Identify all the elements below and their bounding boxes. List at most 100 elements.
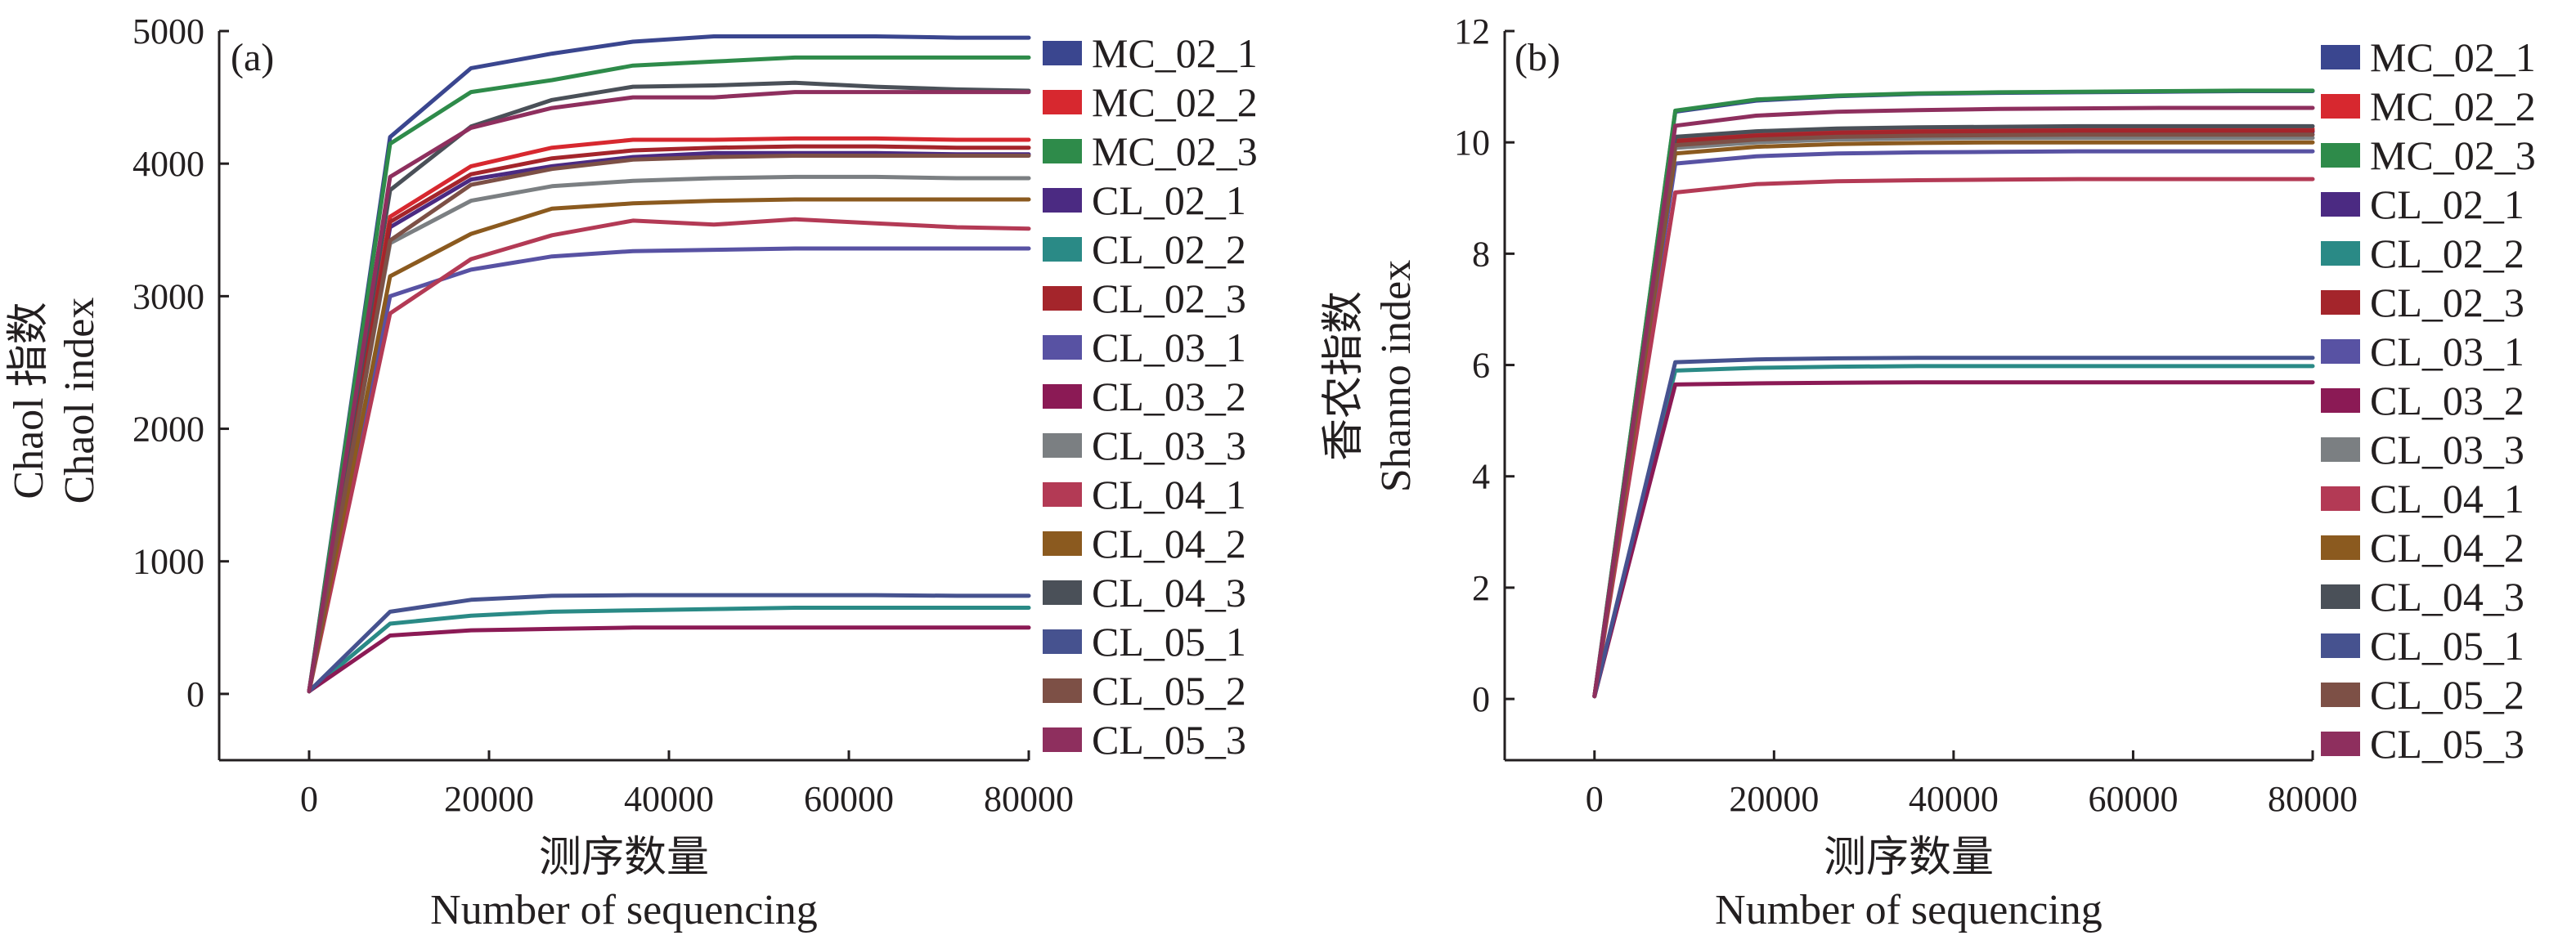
x-tick-label: 40000	[1909, 779, 1999, 819]
legend-swatch	[1043, 678, 1082, 703]
legend-label: CL_02_1	[1092, 177, 1246, 223]
series-line-mc-02-2	[307, 136, 1031, 694]
series-line-cl-04-2	[1592, 140, 2315, 699]
series-line-cl-03-1	[307, 246, 1031, 694]
legend-swatch	[2321, 143, 2360, 168]
series-line-cl-05-1	[307, 593, 1031, 694]
legend-label: CL_04_3	[1092, 570, 1246, 616]
legend-swatch	[1043, 41, 1082, 65]
legend-swatch	[1043, 335, 1082, 360]
legend-item: CL_02_3	[2321, 280, 2524, 325]
series-line-cl-05-3	[307, 90, 1031, 694]
legend-swatch	[2321, 732, 2360, 756]
y-tick-label: 1000	[132, 542, 204, 582]
series-line-cl-05-2	[307, 154, 1031, 694]
x-axis-title-cn-a: 测序数量	[539, 835, 709, 881]
x-tick-label: 40000	[624, 779, 714, 819]
panel-b-legend: MC_02_1MC_02_2MC_02_3CL_02_1CL_02_2CL_02…	[2321, 34, 2536, 767]
legend-label: MC_02_1	[1092, 30, 1258, 76]
panel-a-ticks: 0 1000 2000 3000 4000 5000 0 20000 40000 60000 800…	[132, 11, 1074, 819]
x-tick-label: 60000	[804, 779, 894, 819]
legend-item: CL_05_2	[2321, 672, 2524, 718]
series-line-cl-03-3	[307, 174, 1031, 694]
legend-item: MC_02_1	[2321, 34, 2536, 80]
series-line-cl-05-2	[1592, 132, 2315, 699]
legend-swatch	[2321, 486, 2360, 511]
legend-item: CL_02_1	[2321, 181, 2524, 227]
series-line-cl-03-2	[307, 625, 1031, 694]
y-tick-label: 4000	[132, 144, 204, 184]
legend-item: CL_05_2	[1043, 668, 1246, 714]
legend-swatch	[2321, 388, 2360, 413]
series-line-mc-02-3	[307, 55, 1031, 694]
legend-swatch	[2321, 192, 2360, 217]
legend-swatch	[1043, 727, 1082, 752]
y-tick-label: 0	[1472, 679, 1490, 719]
x-axis-title-en-b: Number of sequencing	[1715, 887, 2103, 933]
legend-label: CL_04_3	[2370, 574, 2524, 620]
legend-label: CL_04_2	[1092, 521, 1246, 566]
legend-swatch	[1043, 629, 1082, 654]
legend-label: CL_03_1	[1092, 325, 1246, 370]
legend-label: CL_05_1	[1092, 619, 1246, 665]
legend-item: CL_05_1	[1043, 619, 1246, 665]
legend-swatch	[2321, 535, 2360, 560]
legend-label: CL_04_1	[1092, 472, 1246, 517]
series-line-cl-05-1	[1592, 356, 2315, 699]
panel-label-a: (a)	[231, 36, 274, 79]
y-axis-title-en-b: Shanno index	[1373, 260, 1420, 493]
legend-item: CL_04_1	[1043, 472, 1246, 517]
legend-item: CL_04_2	[2321, 525, 2524, 571]
legend-item: MC_02_3	[1043, 128, 1258, 174]
y-axis-title-en-a: Chaol index	[56, 298, 103, 504]
legend-label: CL_02_3	[1092, 275, 1246, 321]
legend-label: MC_02_2	[2370, 83, 2536, 129]
legend-label: CL_04_2	[2370, 525, 2524, 571]
chart-panel-b: (b) 0 2 4 6 8 10 12 0 20000 40000 60000 80000 MC_02…	[1321, 11, 2536, 933]
legend-label: MC_02_2	[1092, 79, 1258, 125]
x-axis-title-en-a: Number of sequencing	[430, 887, 818, 933]
x-tick-label: 80000	[984, 779, 1074, 819]
legend-label: CL_02_2	[2370, 231, 2524, 276]
x-tick-label: 20000	[444, 779, 534, 819]
x-tick-label: 80000	[2268, 779, 2358, 819]
legend-label: CL_02_3	[2370, 280, 2524, 325]
legend-item: CL_02_1	[1043, 177, 1246, 223]
y-tick-label: 3000	[132, 276, 204, 316]
legend-label: CL_03_2	[1092, 374, 1246, 419]
legend-item: CL_02_2	[1043, 226, 1246, 272]
series-line-cl-04-3	[1592, 123, 2315, 699]
y-tick-label: 2	[1472, 568, 1490, 608]
legend-label: CL_03_3	[1092, 423, 1246, 468]
legend-item: CL_02_3	[1043, 275, 1246, 321]
series-line-cl-04-3	[307, 80, 1031, 694]
x-tick-label: 20000	[1729, 779, 1819, 819]
x-axis-title-cn-b: 测序数量	[1824, 835, 1994, 881]
legend-item: CL_05_3	[2321, 721, 2524, 767]
legend-swatch	[2321, 241, 2360, 266]
legend-label: CL_02_2	[1092, 226, 1246, 272]
legend-label: CL_05_2	[1092, 668, 1246, 714]
series-line-cl-04-1	[1592, 177, 2315, 699]
legend-swatch	[1043, 384, 1082, 409]
panel-a-series	[307, 34, 1031, 694]
legend-label: CL_04_1	[2370, 476, 2524, 522]
panel-b-ticks: 0 2 4 6 8 10 12 0 20000 40000 60000 80000	[1454, 11, 2358, 819]
series-line-cl-02-1	[1592, 129, 2315, 699]
panel-label-b: (b)	[1515, 36, 1560, 79]
legend-label: MC_02_3	[1092, 128, 1258, 174]
y-tick-label: 8	[1472, 234, 1490, 274]
y-tick-label: 12	[1454, 11, 1490, 51]
series-line-cl-04-1	[307, 217, 1031, 694]
series-line-cl-02-2	[307, 606, 1031, 694]
x-tick-label: 0	[300, 779, 318, 819]
series-line-cl-04-2	[307, 197, 1031, 694]
legend-label: CL_02_1	[2370, 181, 2524, 227]
series-line-cl-03-2	[1592, 380, 2315, 699]
legend-item: MC_02_2	[1043, 79, 1258, 125]
legend-item: CL_05_3	[1043, 717, 1246, 763]
y-tick-label: 2000	[132, 410, 204, 450]
legend-item: MC_02_3	[2321, 132, 2536, 178]
legend-item: CL_02_2	[2321, 231, 2524, 276]
